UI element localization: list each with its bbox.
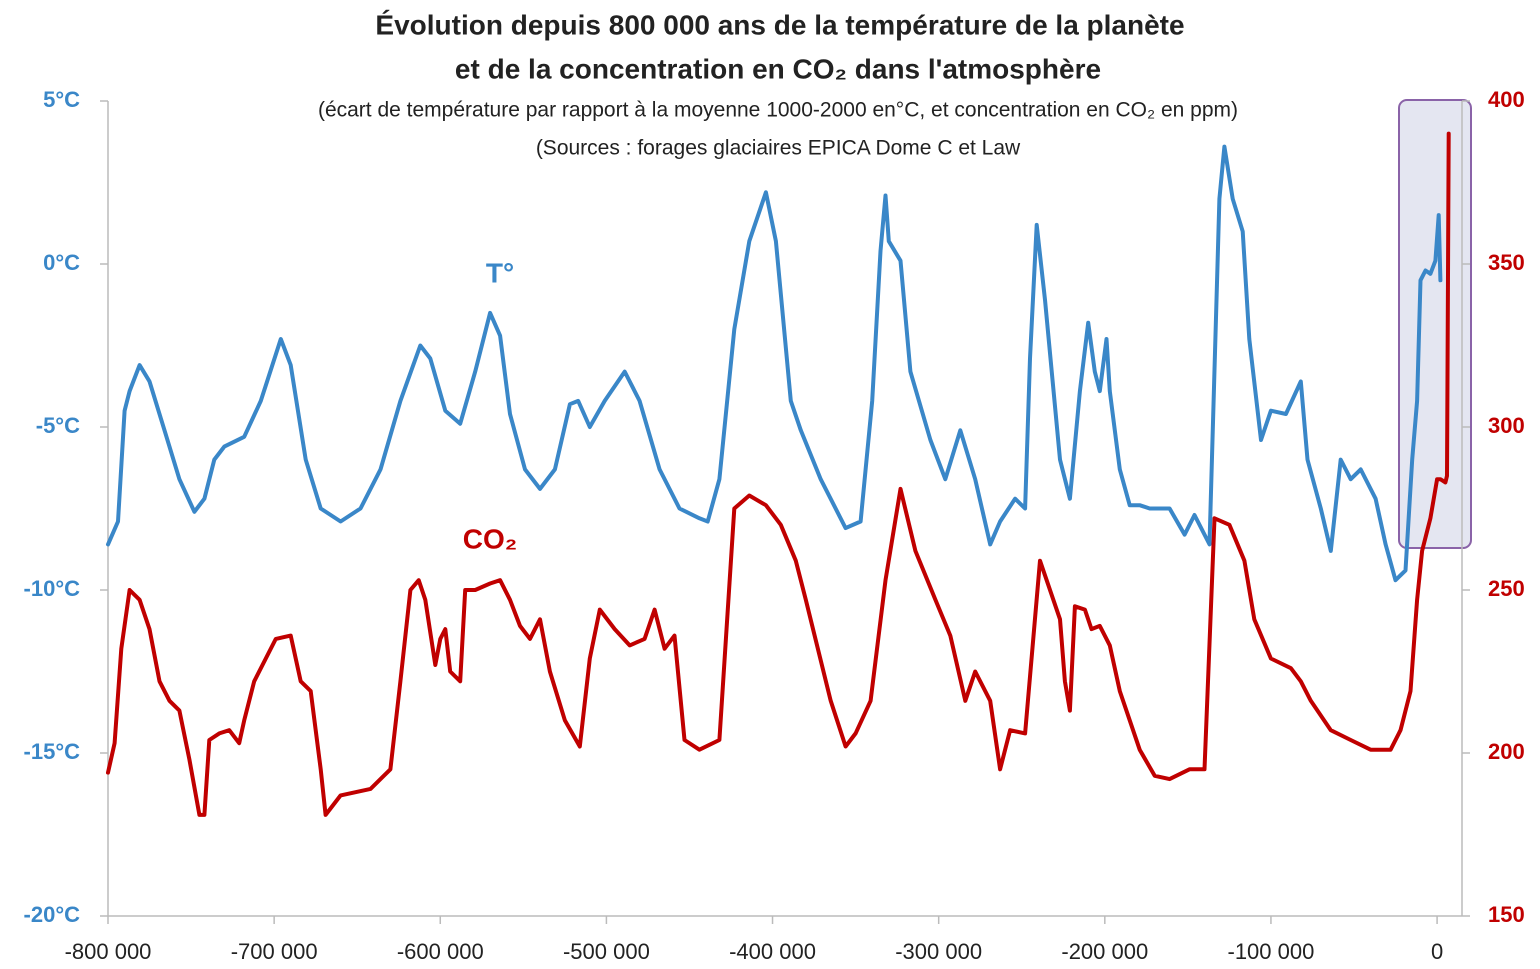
y2-tick-label: 250: [1488, 576, 1525, 601]
y-tick-label: 0°C: [43, 250, 80, 275]
y-tick-label: -5°C: [36, 413, 80, 438]
y-tick-label: -10°C: [24, 576, 81, 601]
x-tick-label: -200 000: [1061, 939, 1148, 964]
series-line: [106, 131, 1451, 817]
y2-tick-label: 200: [1488, 739, 1525, 764]
x-tick-label: -300 000: [895, 939, 982, 964]
y-tick-label: 5°C: [43, 87, 80, 112]
x-tick-label: -500 000: [563, 939, 650, 964]
series-label: CO₂: [463, 523, 517, 554]
x-tick-label: 0: [1431, 939, 1443, 964]
chart-subtitle: (écart de température par rapport à la m…: [318, 99, 1238, 122]
chart-title: et de la concentration en CO₂ dans l'atm…: [455, 53, 1101, 84]
x-tick-label: -400 000: [729, 939, 816, 964]
x-tick-label: -100 000: [1228, 939, 1315, 964]
source-note: (Sources : forages glaciaires EPICA Dome…: [536, 137, 1021, 160]
y2-tick-label: 400: [1488, 87, 1525, 112]
x-tick-label: -700 000: [231, 939, 318, 964]
series-label: T°: [486, 257, 514, 288]
y2-tick-label: 350: [1488, 250, 1525, 275]
y2-tick-label: 150: [1488, 902, 1525, 927]
x-tick-label: -600 000: [397, 939, 484, 964]
x-tick-label: -800 000: [65, 939, 152, 964]
chart-title: Évolution depuis 800 000 ans de la tempé…: [375, 9, 1184, 40]
highlight-box: [1398, 99, 1472, 549]
y2-tick-label: 300: [1488, 413, 1525, 438]
y-tick-label: -15°C: [24, 739, 81, 764]
y-tick-label: -20°C: [24, 902, 81, 927]
series-line: [106, 144, 1443, 583]
